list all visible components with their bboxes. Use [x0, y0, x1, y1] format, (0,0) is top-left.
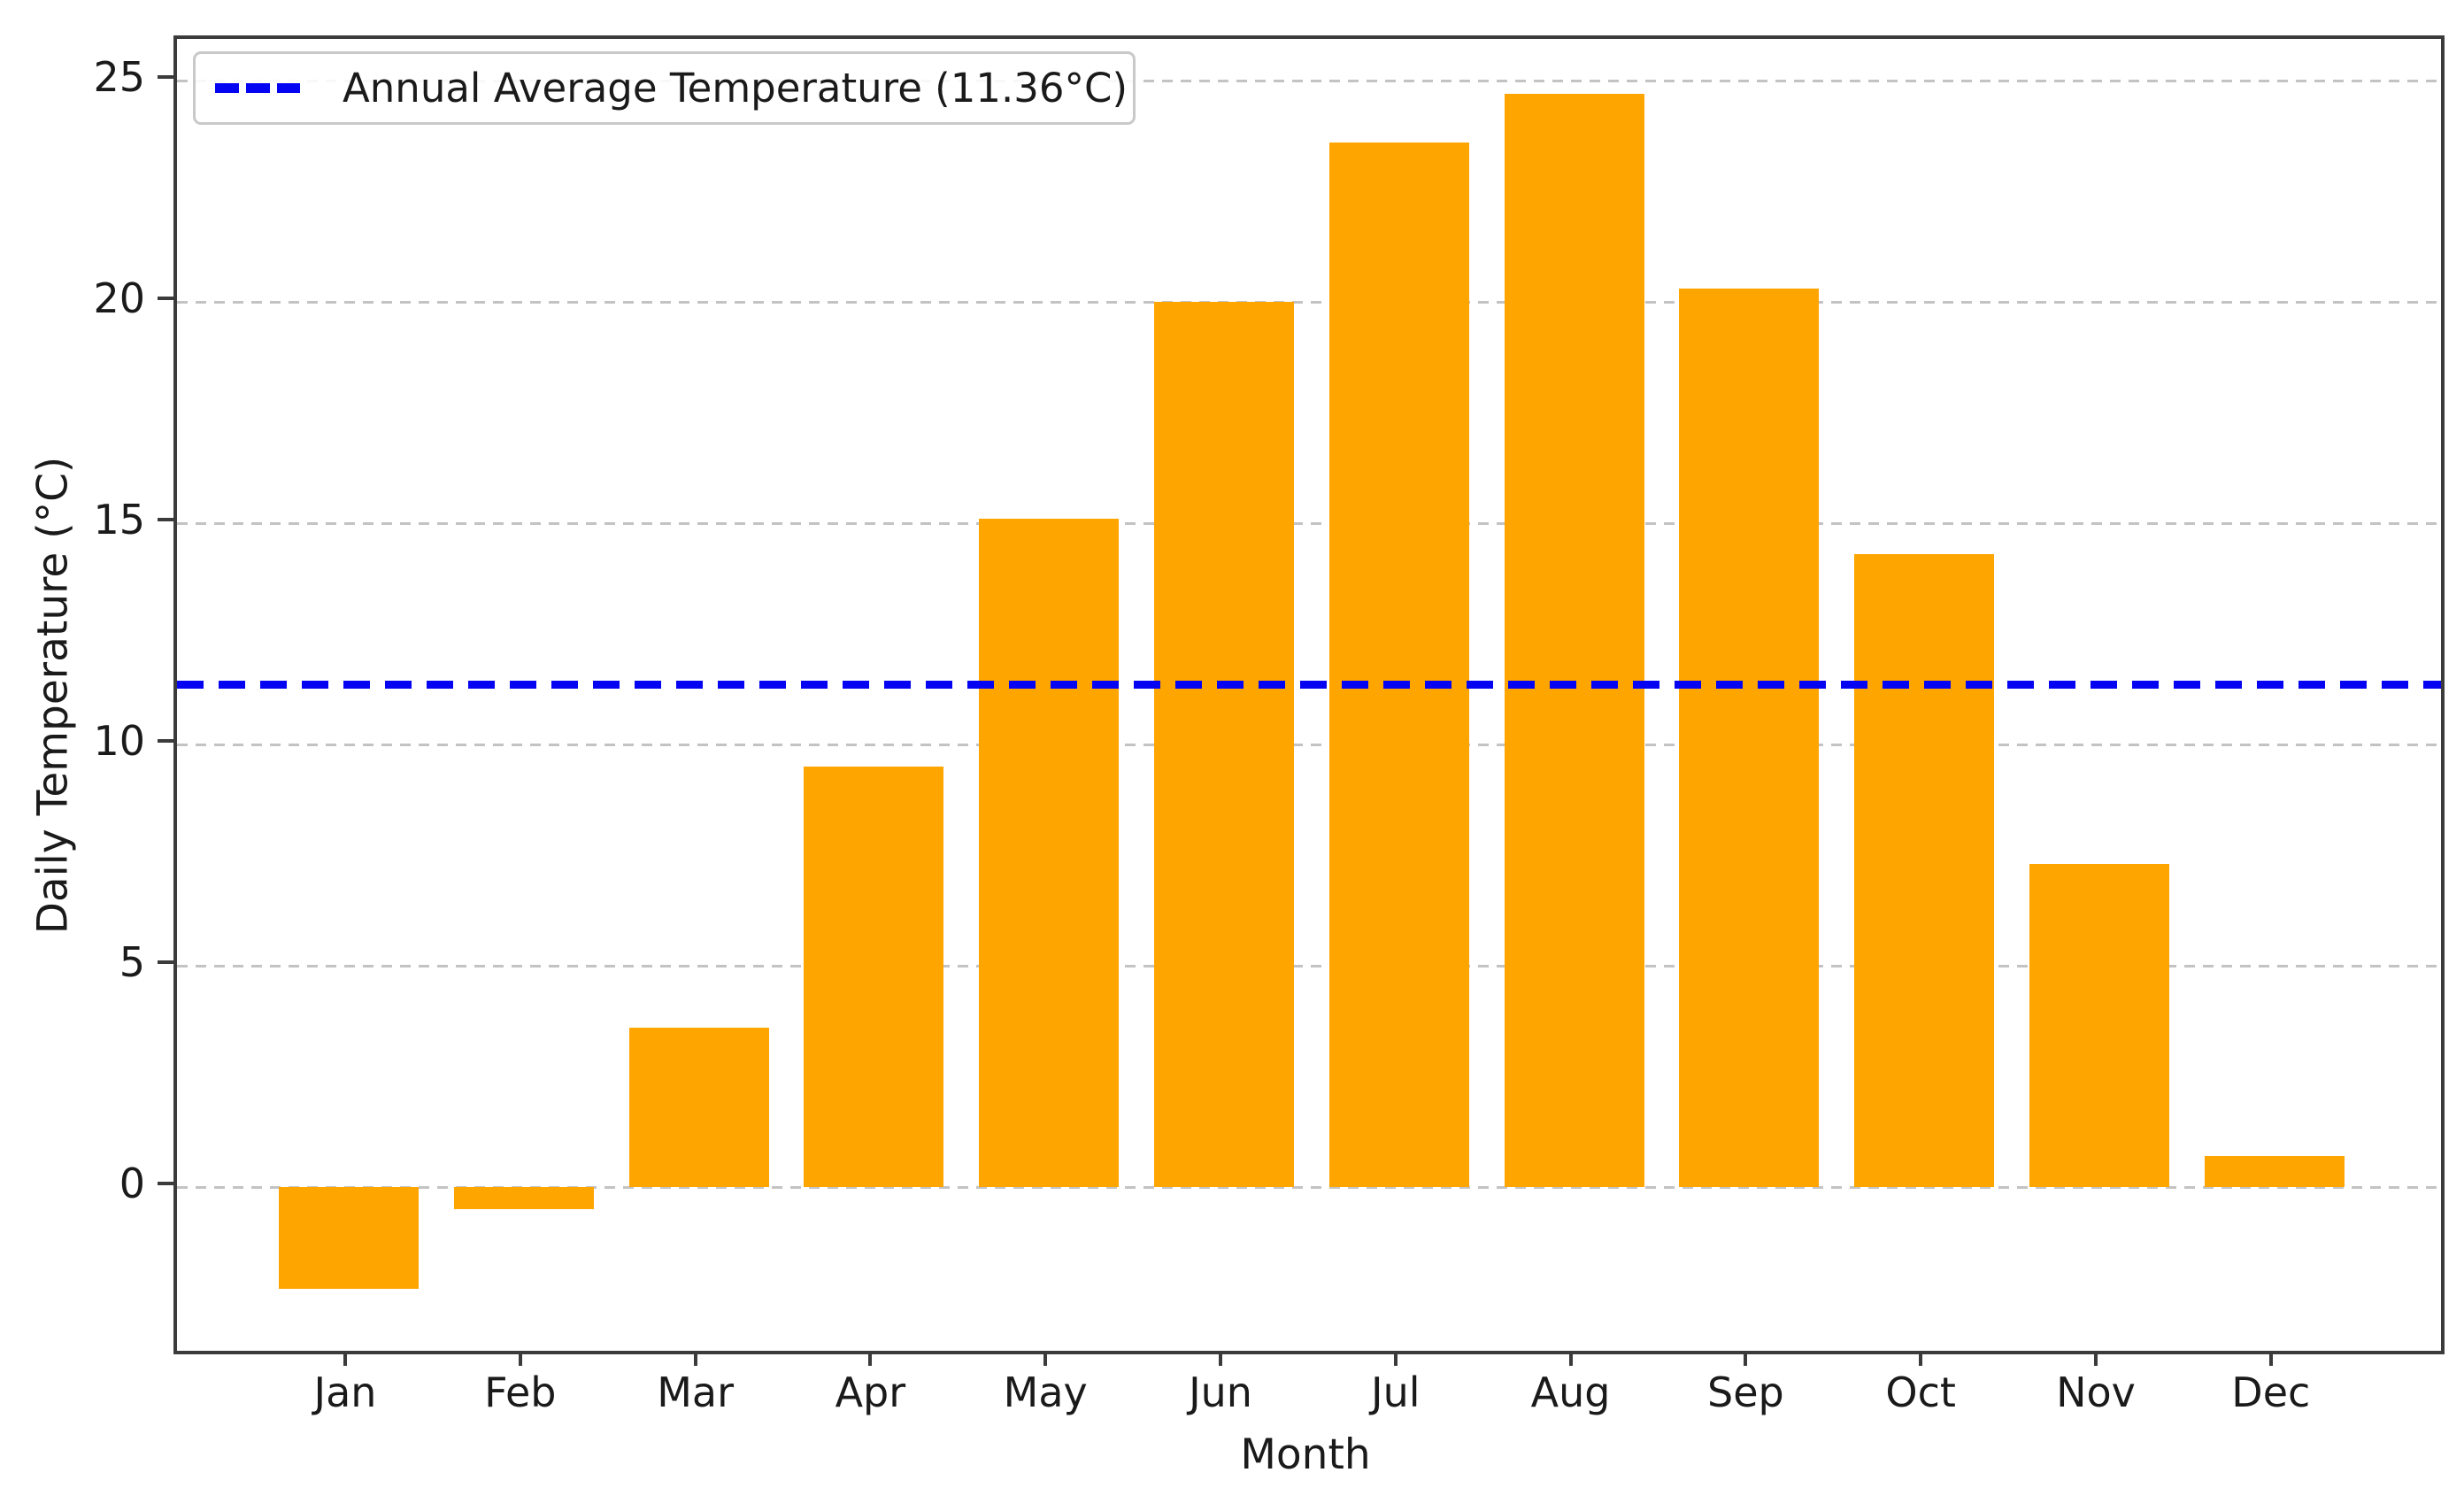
y-tick-label-5: 5	[119, 938, 145, 986]
legend-label: Annual Average Temperature (11.36°C)	[343, 65, 1128, 112]
x-tick-mark-mar	[693, 1351, 697, 1366]
x-tick-label-dec: Dec	[2231, 1368, 2311, 1416]
x-tick-label-jun: Jun	[1189, 1368, 1252, 1416]
x-tick-mark-dec	[2268, 1351, 2273, 1366]
x-tick-label-jan: Jan	[313, 1368, 377, 1416]
x-tick-mark-feb	[518, 1351, 522, 1366]
y-tick-label-25: 25	[93, 53, 145, 101]
x-tick-label-mar: Mar	[657, 1368, 734, 1416]
bar-jul	[1328, 143, 1469, 1187]
y-tick-label-20: 20	[93, 274, 145, 322]
x-tick-label-sep: Sep	[1707, 1368, 1784, 1416]
x-tick-label-may: May	[1003, 1368, 1088, 1416]
y-tick-label-10: 10	[93, 717, 145, 765]
bar-aug	[1504, 94, 1644, 1187]
x-axis-title: Month	[1240, 1430, 1371, 1479]
y-tick-mark-0	[158, 1182, 173, 1185]
x-tick-mark-sep	[1744, 1351, 1748, 1366]
y-tick-mark-5	[158, 960, 173, 964]
bar-dec	[2204, 1156, 2345, 1187]
bar-mar	[628, 1028, 769, 1187]
x-tick-label-apr: Apr	[835, 1368, 906, 1416]
x-tick-label-feb: Feb	[484, 1368, 557, 1416]
gridline-y-0	[177, 1186, 2441, 1189]
x-tick-label-jul: Jul	[1371, 1368, 1421, 1416]
legend-dashed-line-swatch	[215, 83, 300, 93]
gridline-y-20	[177, 301, 2441, 304]
y-tick-mark-10	[158, 739, 173, 743]
bar-sep	[1679, 289, 1820, 1187]
legend: Annual Average Temperature (11.36°C)	[193, 51, 1136, 125]
y-tick-mark-20	[158, 297, 173, 300]
y-tick-label-15: 15	[93, 496, 145, 543]
y-tick-mark-15	[158, 518, 173, 521]
gridline-y-25	[177, 80, 2441, 82]
bar-apr	[804, 767, 944, 1187]
gridline-y-10	[177, 744, 2441, 746]
gridline-y-15	[177, 522, 2441, 525]
x-tick-label-aug: Aug	[1530, 1368, 1611, 1416]
x-tick-label-oct: Oct	[1885, 1368, 1956, 1416]
y-tick-mark-25	[158, 75, 173, 79]
plot-area	[173, 35, 2445, 1354]
bar-nov	[2029, 864, 2169, 1187]
x-tick-mark-may	[1043, 1351, 1048, 1366]
bar-may	[979, 519, 1120, 1187]
y-tick-label-0: 0	[119, 1160, 145, 1207]
x-tick-mark-aug	[1568, 1351, 1573, 1366]
gridline-y-5	[177, 965, 2441, 968]
annual-average-line	[177, 681, 2441, 689]
bar-jan	[279, 1187, 419, 1289]
x-tick-label-nov: Nov	[2056, 1368, 2136, 1416]
x-tick-mark-jul	[1393, 1351, 1398, 1366]
x-tick-mark-oct	[1919, 1351, 1923, 1366]
x-tick-mark-apr	[868, 1351, 873, 1366]
x-tick-mark-jun	[1219, 1351, 1222, 1366]
x-tick-mark-nov	[2094, 1351, 2098, 1366]
bar-feb	[453, 1187, 594, 1209]
x-tick-mark-jan	[343, 1351, 347, 1366]
bar-oct	[1854, 554, 1995, 1187]
bar-jun	[1154, 302, 1294, 1187]
